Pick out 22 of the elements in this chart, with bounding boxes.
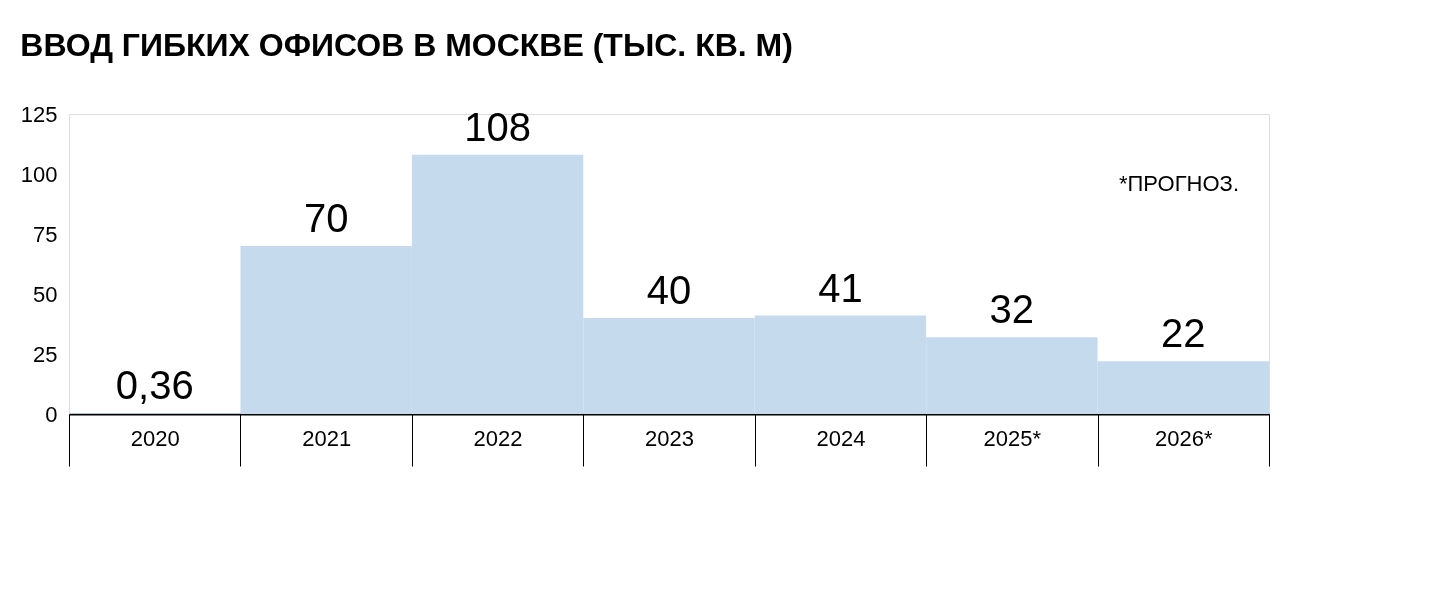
data-label: 32	[989, 287, 1035, 332]
y-tick-label: 50	[33, 281, 58, 307]
x-tick-label: 2026*	[1155, 425, 1213, 451]
chart-title: ВВОД ГИБКИХ ОФИСОВ В МОСКВЕ (ТЫС. КВ. М)	[20, 27, 793, 63]
x-tick-label: 2020	[130, 425, 180, 451]
x-tick-label: 2022	[473, 425, 523, 451]
x-tick-label: 2025*	[983, 425, 1042, 451]
data-label: 22	[1161, 311, 1206, 356]
y-tick-label: 125	[20, 101, 58, 127]
data-label: 108	[464, 104, 531, 149]
y-tick-label: 25	[33, 341, 58, 367]
data-label: 70	[303, 196, 349, 240]
y-tick-label: 0	[45, 401, 58, 427]
x-tick-label: 2021	[302, 425, 352, 451]
x-tick-label: 2024	[816, 425, 866, 451]
y-tick-label: 75	[33, 221, 58, 247]
data-label: 41	[818, 265, 863, 310]
data-label: 0,36	[115, 363, 194, 408]
y-tick-label: 100	[20, 161, 58, 187]
data-label: 40	[646, 268, 692, 312]
annotation: *ПРОГНОЗ.	[1119, 171, 1239, 196]
x-tick-label: 2023	[645, 425, 694, 451]
